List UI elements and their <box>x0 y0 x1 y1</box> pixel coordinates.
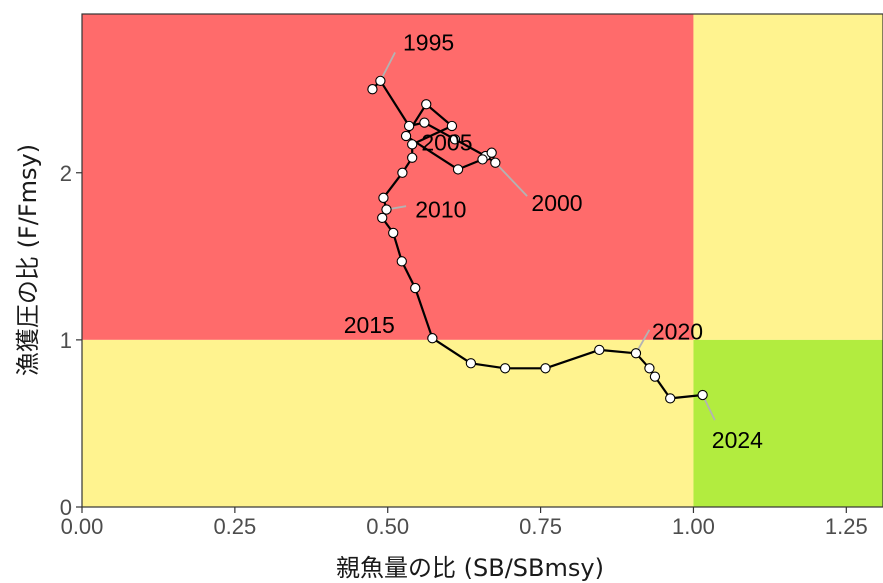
point-1997 <box>419 117 430 128</box>
point-2007 <box>407 139 418 150</box>
point-2009 <box>397 167 408 178</box>
zone-1 <box>693 14 883 340</box>
x-axis-title: 親魚量の比 (SB/SBmsy) <box>336 554 604 582</box>
y-axis: 0 1 2 <box>60 161 82 520</box>
x-axis: 0.00 0.25 0.50 0.75 1.00 1.25 <box>61 507 868 539</box>
year-label-2024: 2024 <box>712 427 763 453</box>
y-tick-label-1: 1 <box>60 328 72 353</box>
point-2008 <box>407 152 418 163</box>
point-2012 <box>377 212 388 224</box>
point-2014 <box>396 256 407 267</box>
year-label-1995: 1995 <box>403 29 454 55</box>
point-2011 <box>381 204 392 215</box>
zone-3 <box>693 339 883 507</box>
point-2013 <box>388 227 399 239</box>
point-2006 <box>446 120 458 132</box>
y-tick-label-2: 2 <box>60 161 72 186</box>
year-label-2010: 2010 <box>415 197 466 223</box>
point-2017 <box>465 358 477 369</box>
year-label-2015: 2015 <box>344 312 395 338</box>
zone-0 <box>82 14 694 340</box>
point-2021 <box>630 348 642 359</box>
y-axis-title: 漁獲圧の比 (F/Fmsy) <box>14 144 42 376</box>
point-2020 <box>594 344 605 356</box>
point-1995 <box>375 75 386 86</box>
point-2018 <box>499 363 511 374</box>
plot-panel-border <box>81 13 883 508</box>
point-2022 <box>644 363 655 374</box>
point-2019 <box>540 363 551 374</box>
point-2023 <box>649 371 661 382</box>
point-2001 <box>486 147 497 158</box>
point-1994 <box>367 84 378 95</box>
y-tick-label-0: 0 <box>60 495 72 520</box>
point-2002 <box>477 154 488 165</box>
x-tick-label-3: 0.75 <box>519 514 562 539</box>
year-points <box>367 75 708 404</box>
point-2016 <box>427 333 438 344</box>
point-2025 <box>697 389 708 401</box>
year-label-2005: 2005 <box>421 130 472 156</box>
leader-2000 <box>494 162 528 197</box>
point-1998 <box>449 134 461 145</box>
point-1996 <box>403 120 415 132</box>
leader-1995 <box>379 52 396 82</box>
x-tick-label-5: 1.25 <box>825 514 868 539</box>
year-label-2020: 2020 <box>652 319 703 345</box>
point-2005 <box>421 99 432 110</box>
zone-2 <box>82 339 694 507</box>
point-2004 <box>400 130 412 142</box>
point-2015 <box>410 282 421 294</box>
x-tick-label-2: 0.50 <box>366 514 409 539</box>
x-tick-label-0: 0.00 <box>61 514 104 539</box>
year-label-2000: 2000 <box>531 190 582 216</box>
x-tick-label-4: 1.00 <box>672 514 715 539</box>
point-2003 <box>452 164 464 175</box>
point-2000 <box>490 157 501 168</box>
point-2024 <box>665 393 676 404</box>
x-tick-label-1: 0.25 <box>213 514 256 539</box>
point-2010 <box>378 192 389 203</box>
year-labels: 1995 2000 2005 2010 2015 2020 2024 <box>344 29 763 453</box>
